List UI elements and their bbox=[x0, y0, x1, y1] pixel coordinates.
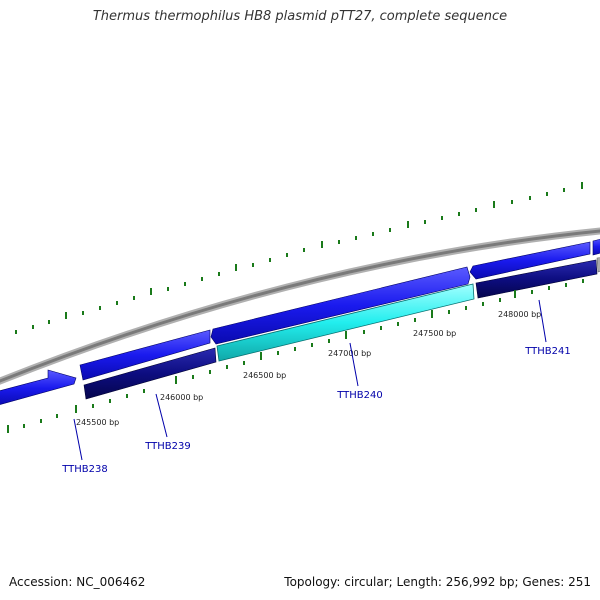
reverse-gene-arrow[interactable] bbox=[83, 347, 217, 400]
ruler-labels: 245500 bp 246000 bp 246500 bp 247000 bp … bbox=[76, 310, 541, 427]
forward-gene-arrow[interactable] bbox=[210, 266, 471, 345]
forward-strand-genes bbox=[0, 238, 600, 406]
forward-gene-arrow[interactable] bbox=[0, 369, 77, 406]
inner-tick-row bbox=[7, 279, 584, 433]
ruler-label: 247500 bp bbox=[413, 329, 456, 338]
genome-summary: Topology: circular; Length: 256,992 bp; … bbox=[284, 575, 591, 589]
inner-minor-ticks bbox=[23, 279, 584, 428]
gene-label-tthb240[interactable]: TTHB240 bbox=[336, 390, 383, 401]
gene-label-tthb239[interactable]: TTHB239 bbox=[144, 441, 191, 452]
reverse-strand-genes bbox=[83, 257, 600, 400]
ruler-label: 245500 bp bbox=[76, 418, 119, 427]
accession-value: NC_006462 bbox=[76, 575, 146, 589]
ruler-label: 247000 bp bbox=[328, 349, 371, 358]
forward-gene-arrow[interactable] bbox=[592, 238, 600, 256]
ruler-label: 246000 bp bbox=[160, 393, 203, 402]
forward-gene-arrow[interactable] bbox=[79, 329, 211, 381]
reverse-gene-arrow[interactable] bbox=[596, 257, 600, 273]
accession-label: Accession: bbox=[9, 575, 73, 589]
gene-label-tthb241[interactable]: TTHB241 bbox=[524, 346, 571, 357]
ruler-label: 246500 bp bbox=[243, 371, 286, 380]
outer-tick-row bbox=[15, 182, 583, 334]
gene-label-tthb238[interactable]: TTHB238 bbox=[61, 464, 108, 475]
reverse-gene-arrow[interactable] bbox=[475, 259, 598, 299]
inner-major-ticks bbox=[7, 290, 516, 433]
gene-labels: TTHB238 TTHB239 TTHB240 TTHB241 bbox=[61, 346, 571, 475]
plasmid-backbone bbox=[0, 227, 600, 385]
reverse-gene-arrow[interactable] bbox=[216, 283, 475, 362]
outer-minor-ticks bbox=[15, 188, 565, 334]
gene-callout-lines bbox=[73, 299, 547, 461]
outer-major-ticks bbox=[65, 182, 583, 319]
ruler-label: 248000 bp bbox=[498, 310, 541, 319]
forward-gene-arrow[interactable] bbox=[469, 241, 591, 280]
map-title: Thermus thermophilus HB8 plasmid pTT27, … bbox=[92, 9, 508, 24]
accession-info: Accession: NC_006462 bbox=[9, 575, 145, 589]
